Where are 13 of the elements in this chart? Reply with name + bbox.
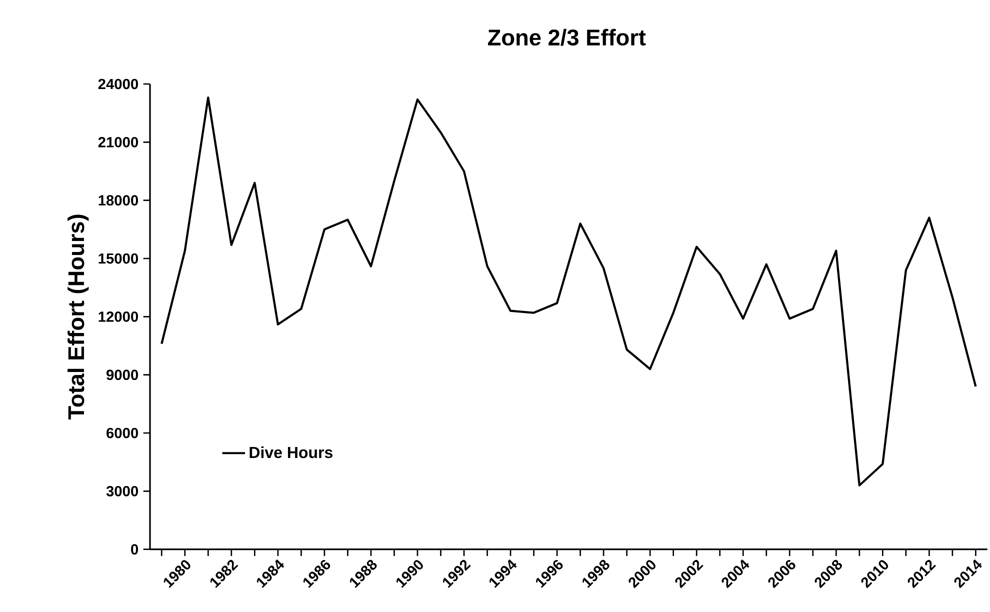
y-tick-label: 21000 <box>98 136 138 148</box>
y-tick-label: 12000 <box>98 311 138 322</box>
y-tick-label: 18000 <box>98 195 138 206</box>
y-tick-label: 0 <box>131 544 138 555</box>
y-tick-label: 9000 <box>106 370 138 380</box>
line-series <box>160 96 977 486</box>
chart-title: Zone 2/3 Effort <box>488 28 646 46</box>
y-tick-label: 24000 <box>98 78 138 90</box>
y-tick-label: 6000 <box>106 428 138 438</box>
legend-label: Dive Hours <box>250 446 332 458</box>
y-axis-title: Total Effort (Hours) <box>68 214 89 420</box>
y-tick-label: 3000 <box>106 486 138 496</box>
y-tick-label: 15000 <box>98 253 138 264</box>
